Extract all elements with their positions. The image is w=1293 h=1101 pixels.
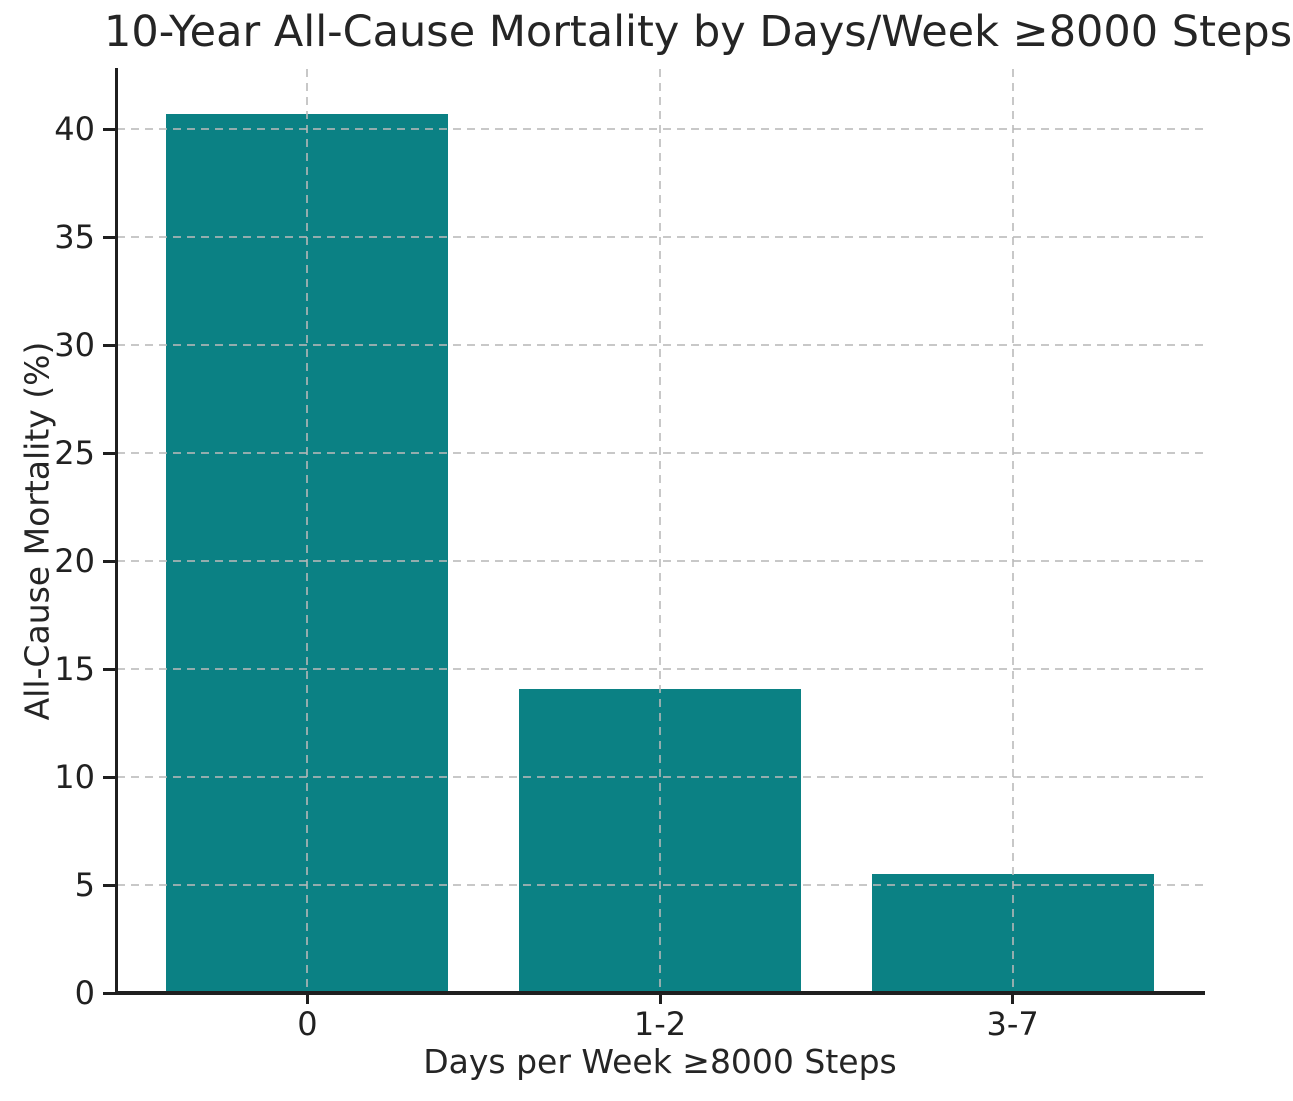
- y-tick-label: 15: [54, 650, 95, 689]
- y-tick-label: 30: [54, 326, 95, 365]
- y-tick-label: 10: [54, 758, 95, 797]
- gridline-vertical: [1011, 69, 1014, 993]
- y-tick-label: 5: [74, 866, 95, 905]
- y-tick-mark: [103, 343, 117, 347]
- y-tick-mark: [103, 991, 117, 995]
- x-axis-label: Days per Week ≥8000 Steps: [423, 1042, 897, 1081]
- x-tick-label: 1-2: [633, 1005, 687, 1043]
- plot-area: 0 5 10 15 20 25 30 35 40 0 1-2 3-7: [54, 68, 1205, 1041]
- y-tick-label: 20: [54, 542, 95, 581]
- y-tick-label: 0: [74, 974, 95, 1012]
- x-tick-label: 3-7: [986, 1005, 1039, 1043]
- x-tick-mark: [1011, 993, 1015, 1004]
- y-tick-mark: [103, 127, 117, 131]
- x-tick-mark: [658, 993, 662, 1004]
- gridline-vertical: [659, 69, 661, 993]
- y-tick-mark: [103, 883, 117, 887]
- y-axis-spine: [115, 68, 118, 994]
- y-tick-mark: [103, 451, 117, 455]
- y-tick-label: 35: [54, 218, 95, 257]
- chart-title: 10-Year All-Cause Mortality by Days/Week…: [104, 7, 1293, 57]
- y-tick-mark: [103, 559, 117, 563]
- x-tick-label: 0: [297, 1005, 318, 1043]
- y-tick-mark: [103, 775, 117, 779]
- y-tick-mark: [103, 667, 117, 671]
- y-tick-mark: [103, 235, 117, 239]
- gridline-vertical: [306, 69, 309, 993]
- x-tick-mark: [305, 993, 309, 1004]
- y-tick-label: 40: [54, 110, 95, 149]
- y-tick-label: 25: [54, 434, 95, 473]
